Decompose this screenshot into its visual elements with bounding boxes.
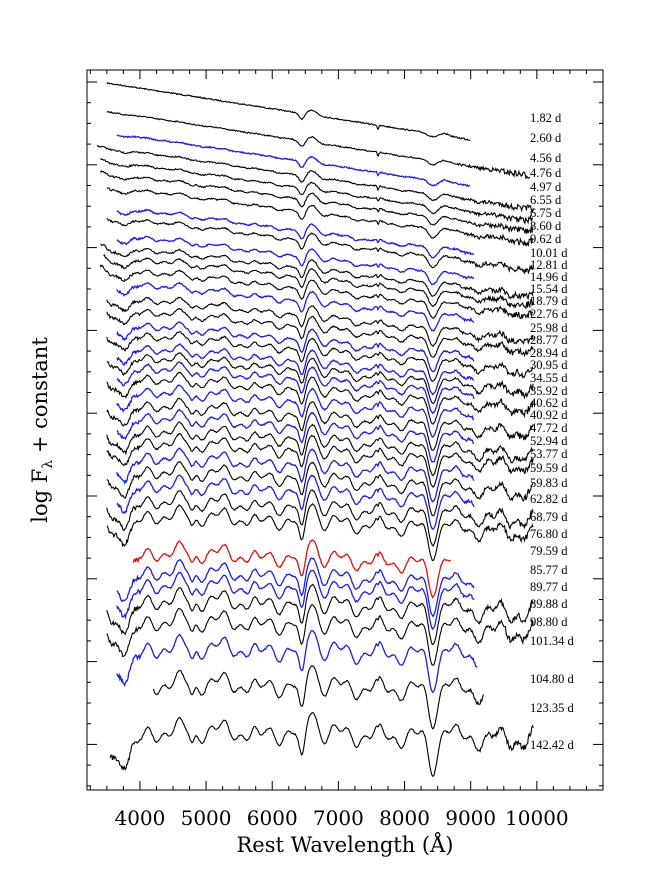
phase-label: 6.55 d xyxy=(530,193,562,207)
spectrum-line xyxy=(106,110,531,180)
x-axis-title: Rest Wavelength (Å) xyxy=(236,832,453,857)
spectra-group xyxy=(96,82,535,777)
phase-label: 25.98 d xyxy=(530,321,568,335)
phase-label: 8.60 d xyxy=(530,219,562,233)
phase-label: 4.56 d xyxy=(530,151,562,165)
phase-label: 40.62 d xyxy=(530,396,568,410)
spectrum-line xyxy=(152,664,484,730)
x-tick-label: 5000 xyxy=(181,806,232,830)
phase-label: 47.72 d xyxy=(530,421,568,435)
x-tick-labels: 4000 5000 6000 7000 8000 9000 10000 xyxy=(114,806,568,830)
spectrum-line xyxy=(116,474,475,530)
phase-label: 101.34 d xyxy=(530,634,575,648)
spectrum-line xyxy=(100,243,534,301)
phase-label: 53.77 d xyxy=(530,447,568,461)
phase-label: 1.82 d xyxy=(530,111,562,125)
phase-labels: 1.82 d 2.60 d 4.56 d4.76 d4.97 d6.55 d6.75… xyxy=(530,111,575,752)
phase-label: 15.54 d xyxy=(530,282,568,296)
spectrum-line xyxy=(106,397,534,451)
spectrum-line xyxy=(116,281,475,332)
spectrum-line xyxy=(116,343,475,396)
spectrum-line xyxy=(99,170,534,235)
y-axis-title: log Fλ + constant xyxy=(28,337,56,523)
spectrum-line xyxy=(106,187,534,247)
spectrum-line xyxy=(109,712,534,777)
axis-ticks xyxy=(87,70,603,790)
spectrum-line xyxy=(116,321,475,373)
phase-label: 79.59 d xyxy=(530,544,568,558)
spectrum-line xyxy=(106,421,534,477)
phase-label: 98.80 d xyxy=(530,615,568,629)
spectrum-line xyxy=(116,134,471,188)
spectrum-line xyxy=(106,307,534,358)
phase-label: 18.79 d xyxy=(530,294,568,308)
spectrum-line xyxy=(100,158,534,225)
phase-label: 12.81 d xyxy=(530,258,568,272)
phase-label: 59.59 d xyxy=(530,461,568,475)
phase-label: 104.80 d xyxy=(530,672,575,686)
spectrum-line xyxy=(106,82,471,141)
phase-label: 9.62 d xyxy=(530,232,562,246)
phase-label: 6.75 d xyxy=(530,206,562,220)
spectrum-line xyxy=(116,629,478,694)
phase-label: 4.76 d xyxy=(530,166,562,180)
spectrum-line xyxy=(106,460,534,517)
phase-label: 89.77 d xyxy=(530,580,568,594)
spectrum-line xyxy=(106,432,534,488)
plot-frame xyxy=(86,69,604,791)
phase-label: 76.80 d xyxy=(530,527,568,541)
spectrum-line xyxy=(106,352,534,405)
spectrum-line xyxy=(96,145,535,214)
x-tick-label: 8000 xyxy=(379,806,430,830)
x-tick-label: 10000 xyxy=(505,806,569,830)
spectrum-line xyxy=(106,489,534,547)
spectrum-line xyxy=(106,604,534,666)
x-tick-label: 9000 xyxy=(445,806,496,830)
spectrum-line xyxy=(116,384,475,438)
phase-label: 30.95 d xyxy=(530,358,568,372)
phase-label: 28.94 d xyxy=(530,346,568,360)
phase-label: 62.82 d xyxy=(530,492,568,506)
spectrum-line xyxy=(132,539,452,599)
phase-label: 28.77 d xyxy=(530,333,568,347)
phase-label: 89.88 d xyxy=(530,597,568,611)
x-tick-label: 6000 xyxy=(247,806,298,830)
spectrum-line xyxy=(106,502,534,562)
phase-label: 85.77 d xyxy=(530,563,568,577)
x-tick-label: 7000 xyxy=(313,806,364,830)
x-tick-label: 4000 xyxy=(114,806,165,830)
phase-label: 35.92 d xyxy=(530,384,568,398)
phase-label: 4.97 d xyxy=(530,180,562,194)
phase-label: 2.60 d xyxy=(530,131,562,145)
spectrum-line xyxy=(106,583,534,646)
spectrum-line xyxy=(106,217,534,275)
phase-label: 123.35 d xyxy=(530,701,575,715)
phase-label: 22.76 d xyxy=(530,307,568,321)
spectrum-line xyxy=(106,330,534,383)
phase-label: 40.92 d xyxy=(530,408,568,422)
phase-label: 10.01 d xyxy=(530,246,568,260)
phase-label: 68.79 d xyxy=(530,510,568,524)
spectrum-line xyxy=(116,235,475,286)
phase-label: 142.42 d xyxy=(530,738,575,752)
phase-label: 52.94 d xyxy=(530,434,568,448)
spectrum-line xyxy=(103,254,534,310)
phase-label: 34.55 d xyxy=(530,371,568,385)
spectrum-line xyxy=(116,208,475,259)
spectrum-line xyxy=(116,361,475,415)
phase-label: 59.83 d xyxy=(530,476,568,490)
spectrum-line xyxy=(116,408,475,463)
spectrum-line xyxy=(116,557,475,618)
phase-label: 14.96 d xyxy=(530,270,568,284)
spectrum-line xyxy=(106,371,534,425)
spectrum-line xyxy=(116,447,475,503)
spectrum-line xyxy=(106,296,534,348)
spectrum-line xyxy=(116,569,475,631)
spectrum-line xyxy=(99,264,534,320)
